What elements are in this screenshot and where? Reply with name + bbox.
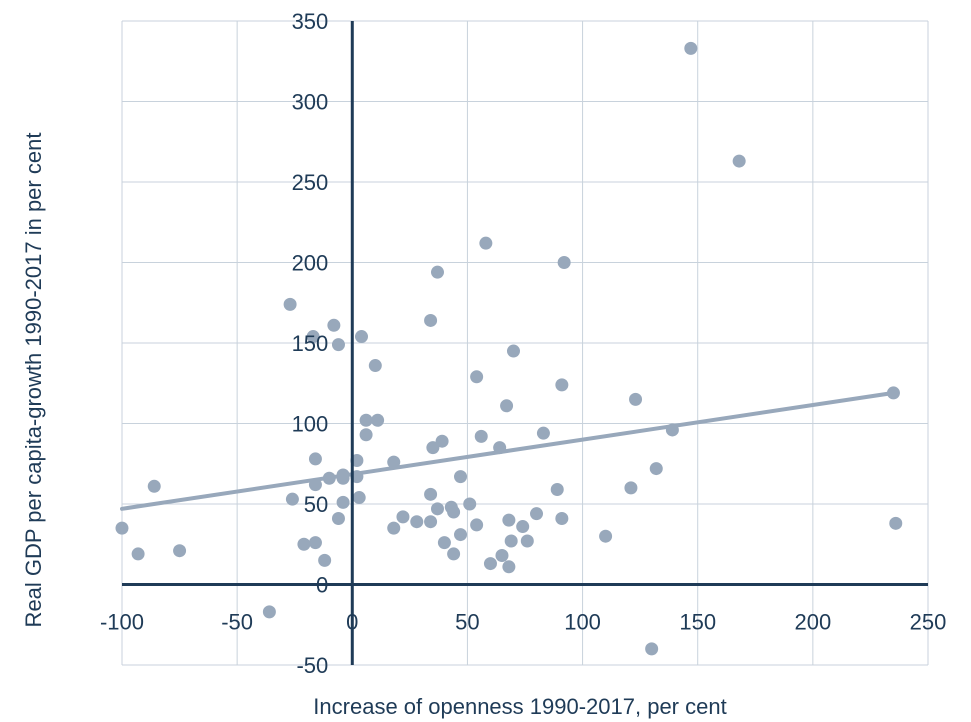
data-point	[629, 392, 643, 406]
data-point	[500, 399, 514, 413]
data-point	[387, 521, 401, 535]
data-point	[550, 483, 564, 497]
x-tick-label: 150	[679, 610, 716, 635]
data-point	[147, 479, 161, 493]
data-point	[889, 516, 903, 530]
y-tick-label: 300	[292, 90, 329, 115]
data-point	[424, 515, 438, 529]
y-axis-title: Real GDP per capita-growth 1990-2017 in …	[21, 133, 46, 628]
y-tick-label: 100	[292, 412, 329, 437]
data-point	[352, 491, 366, 505]
x-tick-label: 100	[564, 610, 601, 635]
data-point	[447, 547, 461, 561]
data-point	[327, 318, 341, 332]
y-tick-label: 200	[292, 251, 329, 276]
data-point	[387, 455, 401, 469]
data-point	[649, 462, 663, 476]
data-point	[495, 549, 509, 563]
data-point	[504, 534, 518, 548]
data-point	[285, 492, 299, 506]
data-point	[502, 560, 516, 574]
data-point	[297, 537, 311, 551]
data-point	[520, 534, 534, 548]
data-point	[430, 502, 444, 516]
data-point	[331, 511, 345, 525]
data-point	[435, 434, 449, 448]
data-point	[474, 429, 488, 443]
data-point	[530, 507, 544, 521]
data-point	[306, 330, 320, 344]
data-point	[599, 529, 613, 543]
data-point	[368, 359, 382, 373]
data-point	[371, 413, 385, 427]
data-point	[437, 536, 451, 550]
y-tick-labels: -50 0 50 100 150 200 250 300 350	[292, 9, 329, 678]
x-tick-labels: -100 -50 0 50 100 150 200 250	[100, 610, 946, 635]
x-tick-label: 250	[910, 610, 947, 635]
data-point	[684, 41, 698, 55]
x-axis-title: Increase of openness 1990-2017, per cent	[313, 694, 726, 719]
y-tick-label: 350	[292, 9, 329, 34]
data-point	[732, 154, 746, 168]
data-point	[308, 478, 322, 492]
data-points	[115, 41, 903, 656]
data-point	[479, 236, 493, 250]
data-point	[447, 505, 461, 519]
data-point	[557, 256, 571, 269]
data-point	[624, 481, 638, 495]
data-point	[536, 426, 550, 440]
data-point	[115, 521, 129, 535]
data-point	[331, 338, 345, 352]
data-point	[262, 605, 276, 619]
data-point	[336, 471, 350, 485]
data-point	[308, 452, 322, 466]
y-tick-label: 50	[304, 492, 328, 517]
data-point	[470, 518, 484, 532]
data-point	[430, 265, 444, 279]
data-point	[426, 441, 440, 455]
data-point	[886, 386, 900, 400]
data-point	[424, 487, 438, 501]
data-point	[516, 520, 530, 534]
data-point	[308, 536, 322, 550]
x-tick-label: -50	[221, 610, 253, 635]
data-point	[396, 510, 410, 524]
data-point	[359, 428, 373, 442]
data-point	[322, 471, 336, 485]
data-point	[555, 511, 569, 525]
data-point	[665, 423, 679, 437]
trendline	[120, 390, 896, 511]
data-point	[424, 313, 438, 327]
data-point	[354, 330, 368, 344]
data-point	[410, 515, 424, 529]
data-point	[283, 297, 297, 311]
zero-axes	[122, 21, 928, 665]
y-tick-label: 250	[292, 170, 329, 195]
data-point	[173, 544, 187, 558]
data-point	[454, 528, 468, 542]
grid-lines	[121, 20, 929, 666]
y-tick-label: -50	[296, 653, 328, 678]
trendline-group	[120, 390, 896, 511]
x-tick-label: 50	[455, 610, 479, 635]
data-point	[502, 513, 516, 527]
data-point	[336, 495, 350, 509]
x-tick-label: -100	[100, 610, 144, 635]
data-point	[131, 547, 145, 561]
y-tick-label: 0	[316, 573, 328, 598]
data-point	[359, 413, 373, 427]
data-point	[555, 378, 569, 392]
data-point	[506, 344, 520, 358]
data-point	[318, 553, 332, 567]
y-tick-label: 150	[292, 331, 329, 356]
x-tick-label: 200	[794, 610, 831, 635]
data-point	[493, 441, 507, 455]
data-point	[470, 370, 484, 384]
data-point	[645, 642, 659, 656]
data-point	[463, 497, 477, 511]
data-point	[454, 470, 468, 484]
data-point	[483, 557, 497, 571]
x-tick-label: 0	[346, 610, 358, 635]
